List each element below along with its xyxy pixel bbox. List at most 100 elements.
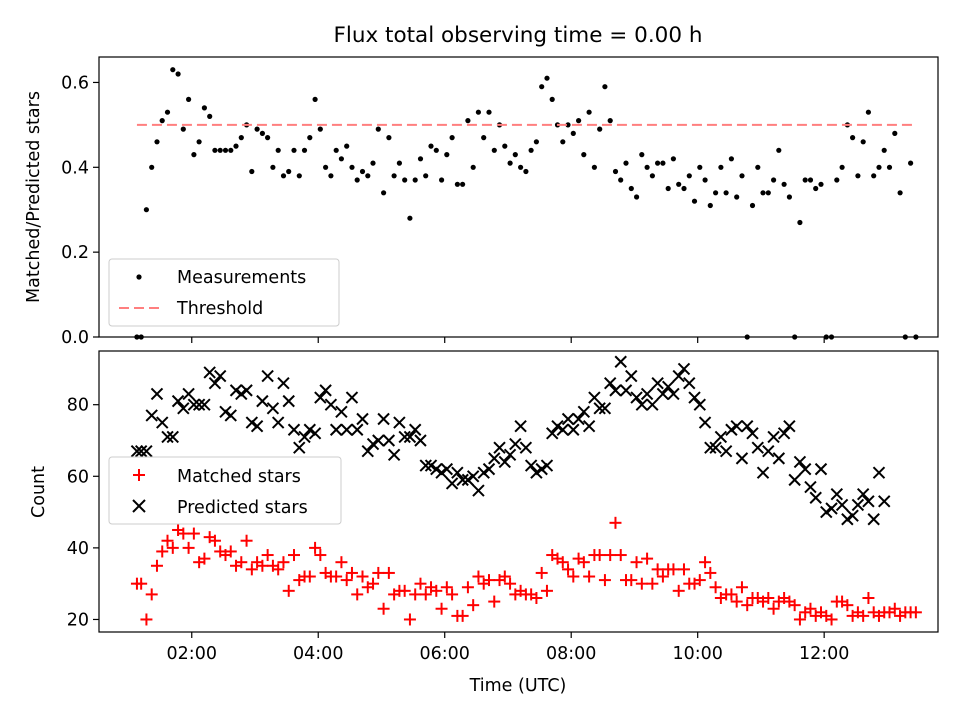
predicted-star-point: [546, 427, 559, 440]
measurement-point: [834, 177, 840, 183]
matched-star-point: [583, 570, 596, 583]
measurement-point: [417, 156, 424, 162]
predicted-star-point: [762, 445, 775, 458]
measurement-point: [644, 164, 650, 170]
matched-star-point: [224, 545, 237, 558]
bottom-x-ticks: 02:00 04:00 06:00 08:00 10:00 12:00: [167, 632, 849, 664]
predicted-star-point: [551, 419, 564, 433]
predicted-star-point: [498, 455, 512, 469]
predicted-star-point: [788, 473, 801, 487]
matched-star-point: [330, 570, 343, 583]
matched-star-point: [235, 556, 248, 569]
measurement-point: [607, 118, 613, 124]
measurement-point: [908, 160, 914, 166]
measurement-point: [776, 147, 782, 153]
predicted-star-point: [878, 495, 891, 508]
measurement-point: [734, 194, 740, 200]
matched-star-point: [472, 570, 485, 583]
measurement-point: [781, 181, 787, 187]
matched-star-point: [656, 570, 669, 583]
top-legend: Measurements Threshold: [108, 258, 340, 327]
measurement-point: [475, 109, 481, 115]
measurement-point: [280, 173, 287, 179]
measurement-point: [164, 109, 171, 115]
legend-predicted-label: Predicted stars: [177, 498, 308, 518]
predicted-star-point: [466, 470, 480, 483]
matched-star-point: [704, 566, 717, 579]
measurement-point: [570, 130, 576, 136]
predicted-star-point: [798, 462, 812, 476]
matched-star-point: [446, 588, 459, 601]
matched-star-point: [177, 527, 190, 540]
predicted-star-point: [145, 409, 158, 422]
predicted-star-point: [214, 369, 227, 383]
predicted-star-point: [804, 480, 817, 494]
predicted-star-point: [725, 423, 738, 436]
top-x-ticks: [191, 337, 825, 343]
predicted-star-point: [271, 416, 285, 429]
matched-star-point: [435, 602, 448, 615]
matched-star-point: [187, 527, 200, 540]
predicted-star-point: [424, 459, 438, 472]
measurement-point: [528, 147, 534, 153]
predicted-star-point: [846, 509, 859, 522]
predicted-star-point: [430, 462, 443, 476]
matched-star-point: [414, 577, 427, 590]
predicted-star-point: [841, 513, 854, 526]
x-tick-label: 06:00: [419, 644, 469, 664]
matched-stars-points: [130, 516, 922, 626]
predicted-star-point: [229, 384, 243, 397]
measurement-point: [391, 173, 397, 179]
legend-measurements-marker: [136, 274, 142, 280]
predicted-star-point: [282, 394, 295, 408]
measurement-point: [802, 177, 808, 183]
predicted-star-point: [235, 387, 248, 401]
matched-star-point: [182, 541, 195, 554]
matched-star-point: [277, 556, 290, 569]
predicted-star-point: [651, 377, 664, 390]
bottom-plot-frame: [98, 350, 939, 633]
measurement-point: [359, 168, 366, 175]
predicted-star-point: [756, 466, 770, 479]
bottom-y-tick-label: 20: [67, 610, 89, 630]
measurement-point: [539, 84, 545, 90]
measurement-point: [660, 160, 666, 166]
measurement-point: [681, 185, 687, 192]
predicted-star-point: [177, 402, 190, 415]
matched-star-point: [762, 591, 775, 604]
measurement-point: [755, 164, 761, 170]
matched-star-point: [303, 570, 316, 583]
predicted-star-point: [161, 430, 174, 444]
predicted-star-point: [646, 398, 659, 411]
matched-star-point: [593, 549, 606, 562]
measurement-point: [728, 156, 735, 162]
predicted-star-point: [640, 387, 654, 401]
predicted-star-point: [488, 452, 501, 465]
matched-star-point: [672, 584, 685, 597]
matched-star-point: [630, 556, 643, 569]
measurement-point: [301, 147, 308, 153]
measurement-point: [713, 190, 719, 196]
matched-star-point: [556, 556, 569, 569]
x-tick-label: 10:00: [672, 644, 722, 664]
predicted-star-point: [540, 459, 554, 472]
predicted-star-point: [851, 498, 865, 512]
measurement-point: [328, 173, 334, 179]
x-tick-label: 02:00: [167, 644, 217, 664]
matched-star-point: [693, 574, 706, 587]
predicted-star-point: [535, 462, 548, 476]
predicted-star-point: [445, 477, 459, 490]
measurement-point: [739, 173, 745, 179]
predicted-star-point: [130, 445, 144, 458]
measurement-point: [897, 190, 903, 196]
measurement-point: [354, 177, 360, 183]
predicted-star-point: [709, 441, 722, 454]
matched-star-point: [335, 556, 348, 569]
measurement-point: [523, 168, 529, 175]
predicted-star-point: [324, 398, 338, 411]
measurement-point: [207, 113, 213, 119]
matched-star-point: [245, 563, 258, 576]
bottom-y-axis-label: Count: [29, 466, 49, 518]
